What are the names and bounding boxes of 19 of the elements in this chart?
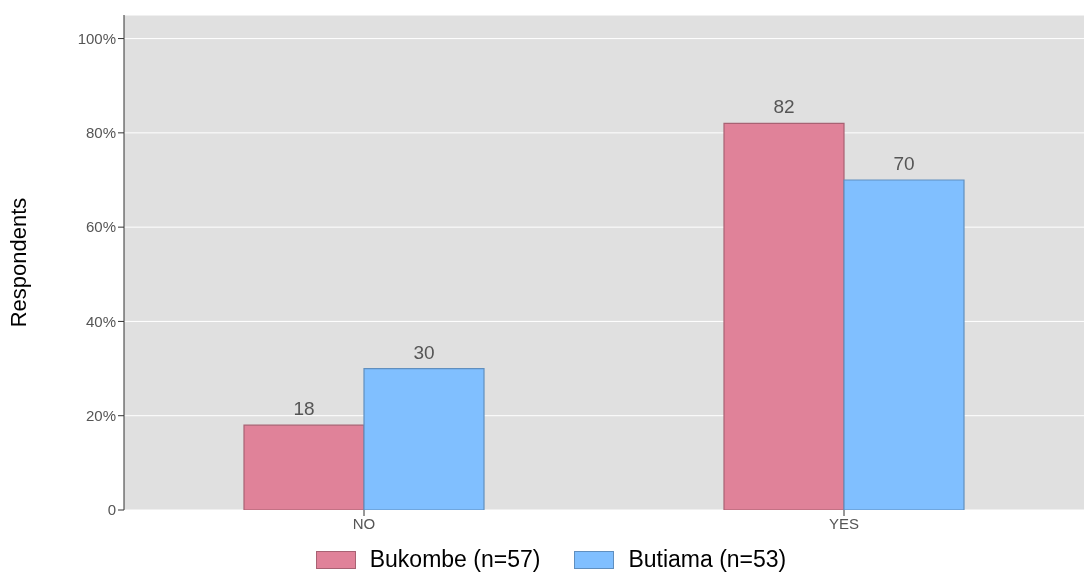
bar <box>363 367 485 510</box>
y-tick-label: 40% <box>85 312 116 330</box>
data-label: 30 <box>413 341 435 363</box>
y-tick-label: 0 <box>107 501 116 519</box>
y-tick-label: 80% <box>85 124 116 142</box>
bar <box>723 122 845 510</box>
data-label: 70 <box>893 153 915 174</box>
legend-label: Bukombe (n=57) <box>369 546 541 573</box>
x-tick-label: NO <box>352 514 376 532</box>
y-tick-label: 20% <box>85 407 116 425</box>
x-tick-label: YES <box>828 514 860 532</box>
bar <box>843 179 965 510</box>
bar <box>243 424 365 510</box>
data-label: 82 <box>773 96 795 118</box>
data-label: 18 <box>293 398 315 420</box>
y-tick-label: 100% <box>77 29 116 47</box>
y-axis-title: Respondents <box>5 197 31 328</box>
legend-label: Butiama (n=53) <box>628 546 787 573</box>
y-tick-label: 60% <box>85 218 116 236</box>
